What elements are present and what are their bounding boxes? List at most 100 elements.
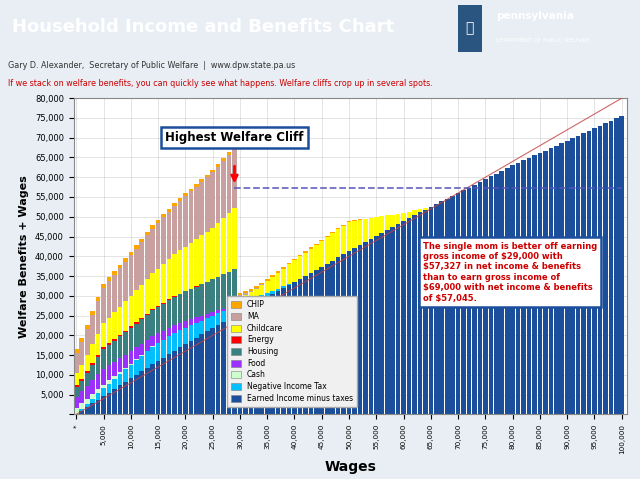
Bar (314, 270, 319, 414)
Bar (429, 207, 433, 414)
Bar (227, 152, 232, 155)
Bar (194, 318, 198, 323)
Bar (123, 369, 128, 382)
Bar (237, 295, 243, 297)
Bar (216, 167, 220, 223)
Bar (90, 365, 95, 380)
Bar (221, 321, 226, 414)
Bar (406, 212, 412, 218)
Bar (336, 257, 340, 414)
Bar (85, 329, 90, 355)
Bar (96, 301, 100, 334)
Bar (85, 404, 90, 407)
Bar (598, 126, 602, 414)
Bar (145, 279, 150, 314)
Bar (129, 365, 133, 378)
Bar (254, 303, 259, 414)
Bar (183, 193, 188, 196)
Bar (156, 223, 161, 269)
Bar (292, 282, 297, 414)
Bar (123, 258, 128, 262)
Bar (74, 385, 79, 387)
Bar (434, 204, 438, 414)
Text: 👤: 👤 (465, 21, 474, 35)
Bar (85, 373, 90, 386)
Bar (123, 368, 128, 369)
Bar (161, 214, 166, 217)
Bar (178, 323, 182, 331)
Bar (172, 203, 177, 206)
Bar (276, 273, 280, 288)
Bar (134, 323, 139, 347)
Bar (96, 355, 100, 357)
Bar (200, 284, 204, 316)
Bar (101, 369, 106, 385)
Bar (134, 245, 139, 249)
Bar (281, 288, 286, 414)
Bar (330, 261, 335, 414)
Bar (265, 293, 269, 297)
Bar (183, 344, 188, 414)
Bar (123, 332, 128, 354)
Bar (123, 354, 128, 368)
Bar (221, 308, 226, 311)
Bar (543, 150, 548, 414)
Bar (200, 182, 204, 235)
Bar (308, 249, 313, 273)
X-axis label: Wages: Wages (324, 460, 376, 474)
Bar (172, 333, 177, 351)
Bar (516, 163, 520, 414)
Bar (281, 286, 286, 288)
Bar (112, 362, 117, 376)
Bar (167, 354, 172, 414)
Bar (200, 320, 204, 334)
Bar (161, 331, 166, 340)
Bar (581, 133, 586, 414)
Bar (363, 219, 368, 242)
Bar (123, 331, 128, 332)
Bar (412, 215, 417, 414)
Text: pennsylvania: pennsylvania (496, 11, 574, 21)
Bar (90, 311, 95, 315)
Bar (259, 283, 264, 285)
Bar (308, 247, 313, 249)
Bar (374, 236, 379, 414)
Bar (178, 201, 182, 251)
Bar (227, 307, 232, 308)
Bar (156, 220, 161, 223)
Bar (167, 259, 172, 299)
Bar (79, 338, 84, 342)
Bar (259, 285, 264, 295)
Bar (243, 300, 248, 301)
Bar (189, 319, 193, 325)
Bar (401, 221, 406, 414)
Bar (352, 220, 357, 221)
Bar (85, 407, 90, 414)
Bar (336, 228, 340, 229)
Bar (150, 347, 155, 365)
Bar (287, 285, 291, 414)
Bar (189, 325, 193, 341)
Bar (303, 251, 308, 252)
Bar (145, 235, 150, 279)
Bar (237, 293, 243, 295)
Bar (603, 124, 608, 414)
Bar (211, 172, 215, 228)
Bar (79, 391, 84, 403)
Bar (281, 269, 286, 286)
Text: Household Income and Benefits Chart: Household Income and Benefits Chart (12, 18, 394, 36)
Bar (85, 325, 90, 329)
Bar (123, 382, 128, 414)
Bar (161, 340, 166, 358)
Bar (140, 355, 144, 371)
Bar (172, 325, 177, 333)
Text: The single mom is better off earning
gross income of $29,000 with
$57,327 in net: The single mom is better off earning gro… (422, 241, 597, 303)
Bar (341, 226, 346, 254)
Bar (156, 307, 161, 333)
Bar (243, 293, 248, 295)
Bar (248, 306, 253, 414)
Bar (140, 285, 144, 318)
Bar (532, 156, 537, 414)
Bar (145, 232, 150, 235)
Bar (270, 275, 275, 277)
